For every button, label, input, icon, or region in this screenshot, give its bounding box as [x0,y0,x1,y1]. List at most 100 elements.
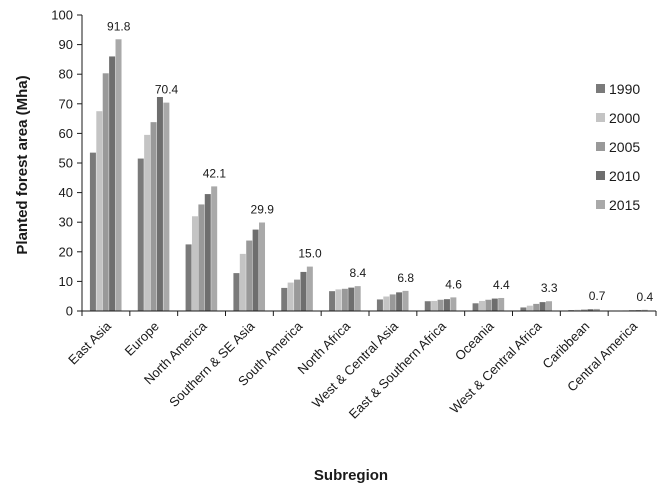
bar-2015 [641,309,648,311]
bar-1990 [89,152,96,311]
bar-2005 [102,73,109,311]
bar-2000 [191,216,198,311]
bar-2015 [402,290,409,311]
bar-2015 [259,222,266,311]
bar-2010 [491,298,498,311]
y-tick-label: 70 [59,96,73,111]
legend-label: 2000 [609,110,640,126]
bar-2000 [287,282,294,311]
bar-2015 [354,286,361,311]
bar-2010 [443,299,450,311]
legend-label: 2005 [609,139,640,155]
y-tick-label: 10 [59,274,73,289]
legend-label: 2010 [609,168,640,184]
bar-2005 [485,299,492,311]
y-axis-title: Planted forest area (Mha) [14,75,31,254]
data-label: 42.1 [203,166,227,180]
y-tick-label: 60 [59,126,73,141]
data-label: 0.4 [637,290,654,304]
bars [89,39,648,311]
data-label: 70.4 [155,83,179,97]
bar-2010 [252,229,259,311]
bar-2000 [383,296,390,311]
legend-swatch [596,84,605,93]
legend-swatch [596,171,605,180]
legend: 1990 2000 2005 2010 2015 [596,81,640,213]
bar-2005 [389,294,396,311]
bar-2000 [144,134,151,311]
bar-1990 [424,301,431,311]
bar-2015 [163,102,170,311]
data-label: 29.9 [251,202,275,216]
x-tick-label: West & Central Africa [447,318,545,416]
bar-2000 [574,309,581,311]
data-labels: 91.8 70.4 42.1 29.9 15.0 8.4 6.8 4.6 4.4 3.3 0.7 0.… [107,19,654,304]
bar-1990 [137,158,144,311]
x-tick-label: Southern & SE Asia [166,318,258,410]
data-label: 4.4 [493,278,510,292]
x-tick-label: Oceania [452,318,497,363]
bar-2005 [150,122,157,311]
bar-2015 [593,308,600,311]
bar-1990 [520,307,527,311]
x-tick-label: Europe [122,319,162,359]
bar-2000 [431,300,438,311]
data-label: 15.0 [298,247,322,261]
bar-2010 [587,309,594,311]
data-label: 0.7 [589,289,606,303]
bar-2005 [198,204,205,311]
data-label: 4.6 [445,277,462,291]
bar-2005 [294,279,301,311]
bar-2010 [204,194,211,311]
bar-2010 [348,287,355,311]
bar-2010 [300,271,307,311]
bar-1990 [185,244,192,311]
x-tick-label: East & Southern Africa [346,318,450,422]
bar-2005 [246,240,253,311]
bar-2005 [533,303,540,311]
bar-1990 [233,273,240,311]
y-tick-label: 80 [59,67,73,82]
data-label: 91.8 [107,19,131,33]
bar-2000 [526,305,533,311]
bar-2005 [341,288,348,311]
bar-1990 [472,303,479,311]
bar-2005 [437,299,444,311]
data-label: 8.4 [350,266,367,280]
legend-swatch [596,200,605,209]
y-tick-label: 40 [59,185,73,200]
bar-2000 [335,289,342,311]
bar-2015 [306,266,313,311]
bar-2015 [450,297,457,311]
bar-1990 [376,299,383,311]
x-tick-label: West & Central Asia [309,318,402,411]
legend-swatch [596,142,605,151]
bar-2005 [581,309,588,311]
y-tick-label: 90 [59,37,73,52]
x-axis-title: Subregion [314,467,388,484]
y-tick-label: 20 [59,244,73,259]
x-tick-label: East Asia [65,318,114,367]
y-tick-label: 30 [59,215,73,230]
data-label: 6.8 [397,271,414,285]
y-tick-label: 50 [59,156,73,171]
bar-2010 [396,292,403,311]
bar-2010 [156,96,163,311]
bar-1990 [281,287,288,311]
bar-2000 [96,111,103,311]
y-tick-label: 100 [51,8,73,23]
bar-2000 [239,253,246,311]
bar-2015 [498,297,505,311]
bar-2015 [211,186,218,311]
y-axis-ticks: 0 10 20 30 40 50 60 70 80 90 100 [51,8,82,319]
legend-swatch [596,113,605,122]
y-tick-label: 0 [66,304,73,319]
bar-2015 [546,301,553,311]
legend-label: 1990 [609,81,640,97]
data-label: 3.3 [541,281,558,295]
legend-label: 2015 [609,197,640,213]
bar-2010 [109,56,116,311]
bar-2010 [539,302,546,311]
